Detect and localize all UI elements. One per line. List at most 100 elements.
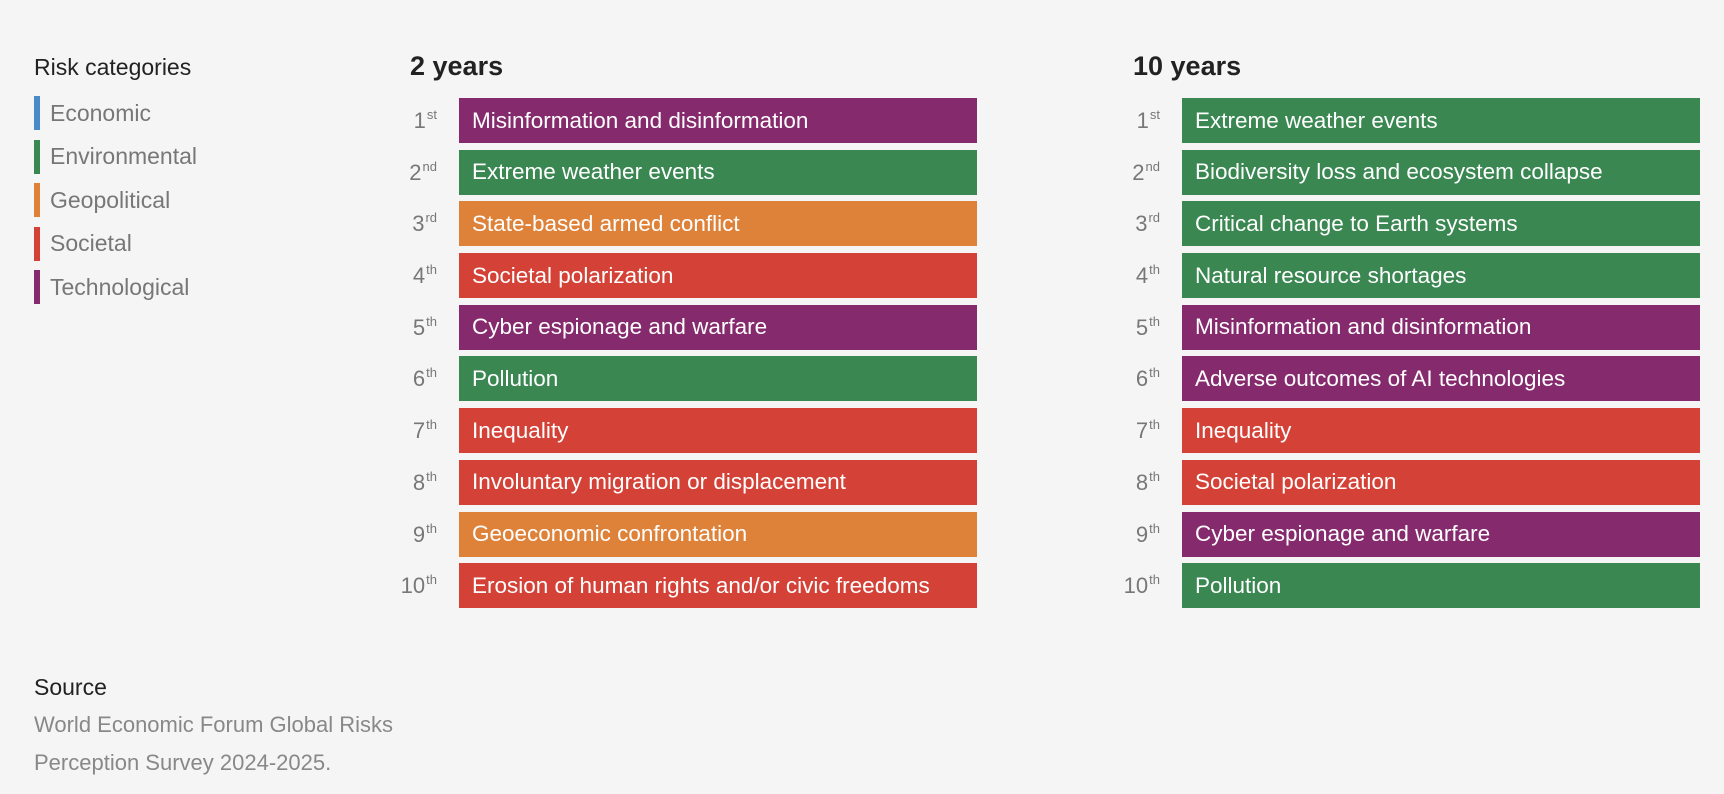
column-title: 10 years <box>1133 51 1242 81</box>
rank-number: 4 <box>412 263 426 289</box>
risk-row: 9th Geoeconomic confrontation <box>396 511 986 557</box>
legend-swatch-geopolitical <box>34 183 40 218</box>
risk-row: 2nd Extreme weather events <box>396 149 986 195</box>
rank-number: 3 <box>1135 211 1148 237</box>
rank-suffix: th <box>426 572 437 588</box>
rank-suffix: th <box>426 417 437 433</box>
rank-label: 3rd <box>396 210 437 237</box>
rank-suffix: th <box>1149 313 1160 329</box>
rank-number: 10 <box>1123 573 1149 599</box>
rank-number: 2 <box>1132 159 1145 185</box>
rank-label: 7th <box>396 417 437 444</box>
risk-bar: Misinformation and disinformation <box>459 98 977 143</box>
risk-bar: Cyber espionage and warfare <box>459 304 977 350</box>
legend-label: Geopolitical <box>50 186 171 213</box>
rank-number: 4 <box>1135 263 1149 289</box>
column-2-years: 2 years 1st Misinformation and disinforma… <box>396 48 986 615</box>
legend-swatch-societal <box>34 226 40 261</box>
risk-bar: Critical change to Earth systems <box>1182 201 1700 247</box>
risk-bar: State-based armed conflict <box>459 201 977 247</box>
rank-suffix: th <box>426 313 437 329</box>
rank-suffix: th <box>1149 520 1160 536</box>
risk-bar: Involuntary migration or displacement <box>459 459 977 505</box>
risk-bar: Adverse outcomes of AI technologies <box>1182 356 1700 402</box>
legend-item-societal: Societal <box>34 226 354 261</box>
rank-number: 1 <box>1136 108 1149 133</box>
rank-number: 7 <box>1135 418 1149 444</box>
rank-number: 10 <box>400 573 426 599</box>
rank-number: 3 <box>412 211 425 237</box>
risk-categories-legend: Risk categories Economic Environmental G… <box>34 52 354 314</box>
rank-suffix: nd <box>1145 158 1160 174</box>
risk-bar: Biodiversity loss and ecosystem collapse <box>1182 149 1700 195</box>
risk-bar: Geoeconomic confrontation <box>459 511 977 557</box>
rank-number: 2 <box>409 159 422 185</box>
legend-swatch-economic <box>34 96 40 130</box>
rank-label: 3rd <box>1119 210 1160 237</box>
rank-label: 10th <box>1119 572 1160 599</box>
source-note: Source World Economic Forum Global Risks… <box>34 668 534 782</box>
rank-number: 5 <box>1135 314 1149 340</box>
legend-label: Societal <box>50 230 132 257</box>
risk-bar: Societal polarization <box>459 253 977 299</box>
rank-suffix: st <box>426 107 437 122</box>
rank-number: 6 <box>412 366 426 392</box>
rank-label: 2nd <box>1119 159 1160 186</box>
risk-row: 2nd Biodiversity loss and ecosystem colla… <box>1119 149 1709 195</box>
rank-label: 5th <box>1119 314 1160 341</box>
legend-item-environmental: Environmental <box>34 139 354 174</box>
legend-label: Technological <box>50 273 190 300</box>
risk-row: 7th Inequality <box>1119 408 1709 454</box>
rank-number: 9 <box>412 521 426 547</box>
risk-row: 6th Adverse outcomes of AI technologies <box>1119 356 1709 402</box>
rank-label: 6th <box>1119 365 1160 392</box>
risk-row: 8th Societal polarization <box>1119 459 1709 505</box>
risk-bar: Inequality <box>459 408 977 454</box>
rank-suffix: th <box>426 468 437 484</box>
risk-bar: Societal polarization <box>1182 459 1700 505</box>
rank-number: 8 <box>1135 469 1149 495</box>
rank-number: 1 <box>413 108 426 133</box>
rank-label: 7th <box>1119 417 1160 444</box>
legend-item-technological: Technological <box>34 270 354 305</box>
rank-label: 2nd <box>396 159 437 186</box>
risk-row: 6th Pollution <box>396 356 986 402</box>
column-title: 2 years <box>410 51 504 81</box>
rank-label: 8th <box>1119 469 1160 496</box>
risk-row: 1st Extreme weather events <box>1119 98 1709 143</box>
rank-label: 5th <box>396 314 437 341</box>
source-title: Source <box>34 674 107 700</box>
rank-number: 7 <box>412 418 426 444</box>
risk-bar: Inequality <box>1182 408 1700 454</box>
rank-label: 1st <box>396 107 437 134</box>
risk-row: 10th Erosion of human rights and/or civic… <box>396 563 986 609</box>
legend-swatch-technological <box>34 270 40 305</box>
rank-suffix: th <box>426 262 437 278</box>
rank-suffix: th <box>1149 417 1160 433</box>
risk-row: 4th Societal polarization <box>396 253 986 299</box>
rank-number: 6 <box>1135 366 1149 392</box>
risk-bar: Cyber espionage and warfare <box>1182 511 1700 557</box>
rank-label: 9th <box>396 521 437 548</box>
source-text: World Economic Forum Global Risks Percep… <box>34 712 394 775</box>
risk-bar: Extreme weather events <box>1182 98 1700 143</box>
risk-bar: Pollution <box>459 356 977 402</box>
rank-label: 1st <box>1119 107 1160 134</box>
rank-suffix: rd <box>425 210 437 226</box>
risk-row: 9th Cyber espionage and warfare <box>1119 511 1709 557</box>
rank-label: 9th <box>1119 521 1160 548</box>
legend-item-geopolitical: Geopolitical <box>34 183 354 218</box>
legend-title: Risk categories <box>34 54 192 80</box>
risk-row: 7th Inequality <box>396 408 986 454</box>
rank-suffix: th <box>426 520 437 536</box>
rank-suffix: th <box>1149 572 1160 588</box>
risk-row: 4th Natural resource shortages <box>1119 253 1709 299</box>
rank-number: 8 <box>412 469 426 495</box>
risk-bar: Natural resource shortages <box>1182 253 1700 299</box>
risk-row: 10th Pollution <box>1119 563 1709 609</box>
risk-row: 3rd State-based armed conflict <box>396 201 986 247</box>
rank-suffix: st <box>1149 107 1160 122</box>
ranking-list: 1st Extreme weather events 2nd Biodiversity… <box>1119 98 1709 609</box>
legend-label: Economic <box>50 99 151 126</box>
risk-bar: Extreme weather events <box>459 149 977 195</box>
